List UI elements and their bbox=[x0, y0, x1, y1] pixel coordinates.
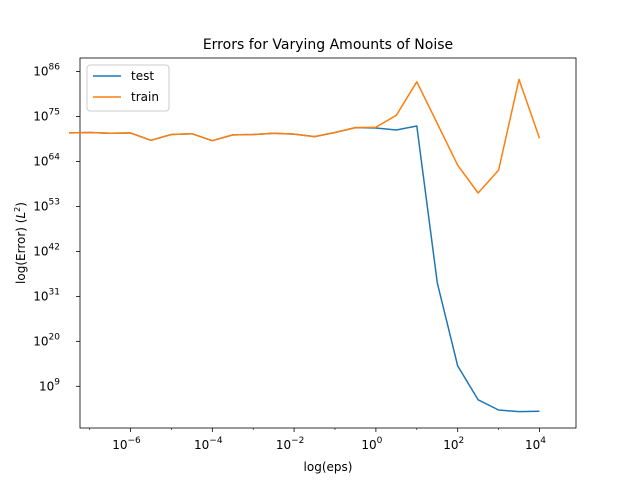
x-tick-label: 10−4 bbox=[194, 436, 223, 452]
y-tick-label: 1075 bbox=[33, 108, 60, 124]
series-line-train bbox=[69, 78, 541, 194]
y-tick-label: 1053 bbox=[33, 197, 60, 213]
x-tick-label: 102 bbox=[443, 436, 464, 452]
series-lines bbox=[69, 78, 541, 413]
y-tick-label: 109 bbox=[39, 377, 60, 393]
legend-label-test: test bbox=[131, 69, 154, 83]
x-axis: 10−6 10−4 10−2 100 102 104 bbox=[89, 428, 546, 452]
legend: test train bbox=[86, 64, 170, 112]
x-tick-label: 100 bbox=[361, 436, 382, 452]
y-tick-label: 1020 bbox=[33, 332, 60, 348]
y-axis-label: log(Error) (L2) bbox=[13, 202, 28, 284]
x-tick-label: 104 bbox=[525, 436, 546, 452]
x-axis-label: log(eps) bbox=[304, 460, 353, 474]
y-tick-label: 1086 bbox=[33, 63, 60, 79]
legend-label-train: train bbox=[131, 90, 159, 104]
y-tick-label: 1031 bbox=[33, 287, 60, 303]
y-axis: 109 1020 1031 1042 1053 1064 1075 1086 bbox=[33, 63, 80, 393]
x-tick-label: 10−2 bbox=[276, 436, 305, 452]
series-line-test bbox=[69, 125, 540, 413]
legend-box bbox=[86, 64, 170, 112]
y-tick-label: 1042 bbox=[33, 242, 60, 258]
y-tick-label: 1064 bbox=[33, 153, 60, 169]
chart-title: Errors for Varying Amounts of Noise bbox=[203, 37, 453, 53]
plot-area-frame bbox=[79, 57, 577, 429]
x-tick-label: 10−6 bbox=[112, 436, 141, 452]
